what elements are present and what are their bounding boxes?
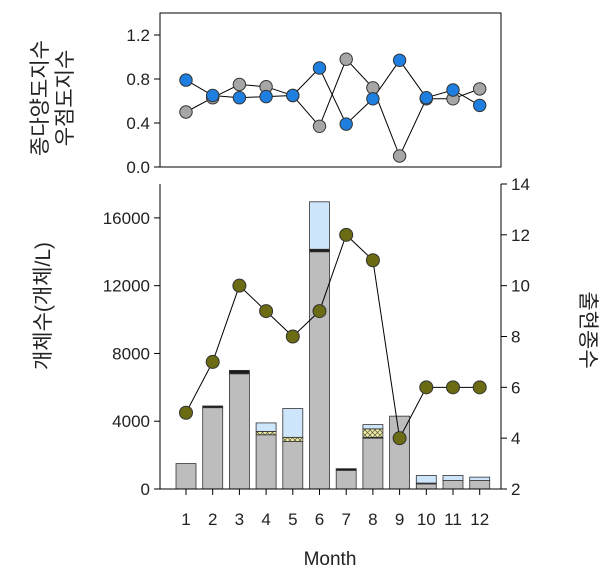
bar-grey-segment xyxy=(309,251,330,490)
top-point-blue xyxy=(259,89,273,104)
species-count-point xyxy=(179,405,193,420)
right-y-tick-label: 2 xyxy=(511,480,520,499)
bar-lightblue-segment xyxy=(255,422,277,432)
top-point-blue xyxy=(446,83,460,97)
bar-yellow-segment xyxy=(282,436,304,442)
bar-grey-segment xyxy=(442,480,464,490)
top-point-blue xyxy=(339,117,353,131)
top-point-blue xyxy=(206,88,220,103)
top-point-blue xyxy=(312,61,327,75)
top-point-blue xyxy=(419,91,433,105)
bar-lightblue-segment xyxy=(362,424,384,430)
bar-lightblue-segment xyxy=(282,408,304,438)
x-tick-label: 1 xyxy=(181,510,190,529)
bar-grey-segment xyxy=(335,469,357,490)
top-point-blue xyxy=(366,92,380,106)
species-count-point xyxy=(392,431,407,446)
x-tick-label: 7 xyxy=(341,510,350,529)
species-count-point xyxy=(419,380,434,395)
top-point-blue xyxy=(179,73,193,87)
bar-lightblue-segment xyxy=(442,475,464,481)
species-count-point xyxy=(285,329,300,344)
bar-yellow-segment xyxy=(255,430,277,436)
right-y-tick-label: 8 xyxy=(511,328,520,347)
diversity-dominance-panel: 0.0 0.4 0.8 1.2 xyxy=(126,12,502,177)
right-y-axis-label: 출현종수 xyxy=(576,291,599,368)
top-series-line-grey xyxy=(185,58,480,158)
x-tick-label: 8 xyxy=(368,510,377,529)
top-y-tick-label: 0.4 xyxy=(126,114,150,133)
x-tick-label: 3 xyxy=(235,510,244,529)
x-tick-label: 11 xyxy=(444,510,462,529)
top-point-grey xyxy=(312,119,327,134)
top-point-grey xyxy=(232,77,247,92)
top-point-grey xyxy=(473,82,487,96)
species-count-point xyxy=(205,354,220,369)
top-point-blue xyxy=(473,98,487,113)
top-y-tick-label: 0.0 xyxy=(126,158,150,177)
x-tick-label: 4 xyxy=(261,510,270,529)
top-point-grey xyxy=(392,149,407,163)
right-y-tick-label: 6 xyxy=(511,378,520,397)
top-point-blue xyxy=(392,53,407,67)
bar-grey-segment xyxy=(415,483,437,490)
top-y-axis-label-diversity: 종다양도지수 xyxy=(29,40,52,156)
species-count-point xyxy=(312,304,327,319)
species-count-point xyxy=(365,253,380,268)
bottom-y-axis-label: 개체수(개체/L) xyxy=(32,242,55,370)
bar-grey-segment xyxy=(228,373,250,490)
axis-labels: 종다양도지수 우점도지수 개체수(개체/L) 출현종수 Month xyxy=(29,40,599,570)
bar-grey-segment xyxy=(175,463,197,490)
x-tick-label: 12 xyxy=(470,510,489,529)
x-tick-label: 10 xyxy=(417,510,436,529)
bar-dark-segment xyxy=(335,468,357,471)
species-count-point xyxy=(259,304,274,319)
x-tick-label: 6 xyxy=(315,510,324,529)
right-y-tick-label: 10 xyxy=(511,277,530,296)
top-plot-frame xyxy=(159,12,502,168)
bar-dark-segment xyxy=(228,369,250,375)
bar-grey-segment xyxy=(469,480,491,490)
left-y-tick-label: 8000 xyxy=(112,344,150,363)
top-point-grey xyxy=(339,52,353,66)
left-y-tick-label: 0 xyxy=(141,480,150,499)
bar-dark-segment xyxy=(202,405,224,409)
species-count-point xyxy=(446,380,460,395)
bar-lightblue-segment xyxy=(415,475,437,484)
left-y-tick-label: 12000 xyxy=(103,277,150,296)
bar-grey-segment xyxy=(282,441,304,490)
left-y-tick-label: 4000 xyxy=(112,412,150,431)
x-tick-label: 9 xyxy=(395,510,404,529)
bar-lightblue-segment xyxy=(309,201,330,250)
species-count-point xyxy=(472,380,487,395)
bar-grey-segment xyxy=(389,415,411,490)
top-point-blue xyxy=(232,91,247,105)
bar-grey-segment xyxy=(362,437,384,490)
right-y-tick-label: 12 xyxy=(511,226,530,245)
bar-grey-segment xyxy=(255,434,277,490)
right-y-tick-label: 14 xyxy=(511,175,530,194)
top-point-grey xyxy=(179,105,193,119)
top-y-tick-label: 0.8 xyxy=(126,70,150,89)
top-point-blue xyxy=(286,88,300,103)
species-count-point xyxy=(232,278,247,293)
bar-lightblue-segment xyxy=(469,476,491,481)
bar-grey-segment xyxy=(202,407,224,490)
top-y-axis-label-dominance: 우점도지수 xyxy=(54,50,77,147)
x-axis-label: Month xyxy=(304,549,357,570)
x-tick-label: 2 xyxy=(208,510,217,529)
x-tick-label: 5 xyxy=(288,510,297,529)
bar-yellow-segment xyxy=(362,428,384,438)
right-y-tick-label: 4 xyxy=(511,429,520,448)
left-y-tick-label: 16000 xyxy=(103,209,150,228)
species-count-point xyxy=(339,227,354,242)
top-y-tick-label: 1.2 xyxy=(126,26,150,45)
